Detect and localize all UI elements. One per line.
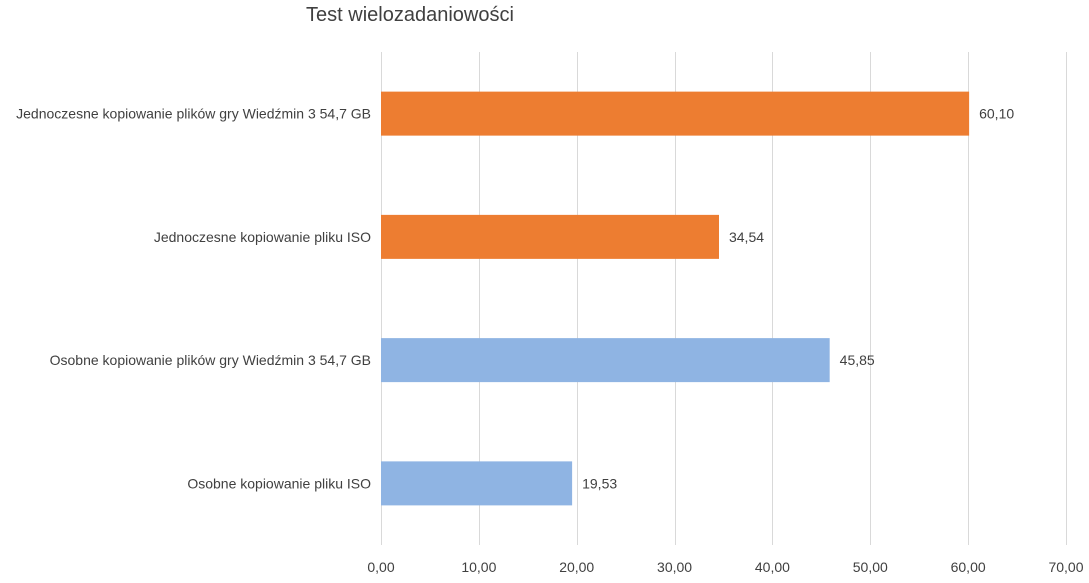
bar [381, 214, 719, 259]
data-label: 34,54 [729, 229, 764, 245]
x-axis-ticks: 0,00 10,00 20,00 30,00 40,00 50,00 60,00 70,00 [367, 559, 1083, 575]
x-tick-label: 70,00 [1048, 559, 1083, 575]
bars [381, 91, 970, 506]
x-tick-label: 50,00 [853, 559, 888, 575]
x-tick-label: 10,00 [461, 559, 496, 575]
x-tick-label: 40,00 [755, 559, 790, 575]
category-label: Jednoczesne kopiowanie pliku ISO [154, 229, 371, 245]
bar [381, 338, 830, 383]
category-label: Jednoczesne kopiowanie plików gry Wiedźm… [16, 106, 371, 122]
x-tick-label: 0,00 [367, 559, 394, 575]
category-label: Osobne kopiowanie pliku ISO [187, 475, 371, 491]
x-tick-label: 30,00 [657, 559, 692, 575]
gridlines [381, 52, 1067, 545]
bar [381, 91, 970, 136]
data-label: 45,85 [840, 352, 875, 368]
data-label: 60,10 [979, 106, 1014, 122]
data-label: 19,53 [582, 475, 617, 491]
category-labels: Jednoczesne kopiowanie plików gry Wiedźm… [16, 106, 371, 492]
x-tick-label: 20,00 [559, 559, 594, 575]
data-labels: 60,10 34,54 45,85 19,53 [582, 106, 1014, 492]
x-tick-label: 60,00 [951, 559, 986, 575]
chart-title: Test wielozadaniowości [306, 4, 514, 26]
category-label: Osobne kopiowanie plików gry Wiedźmin 3 … [50, 352, 371, 368]
bar [381, 461, 573, 506]
